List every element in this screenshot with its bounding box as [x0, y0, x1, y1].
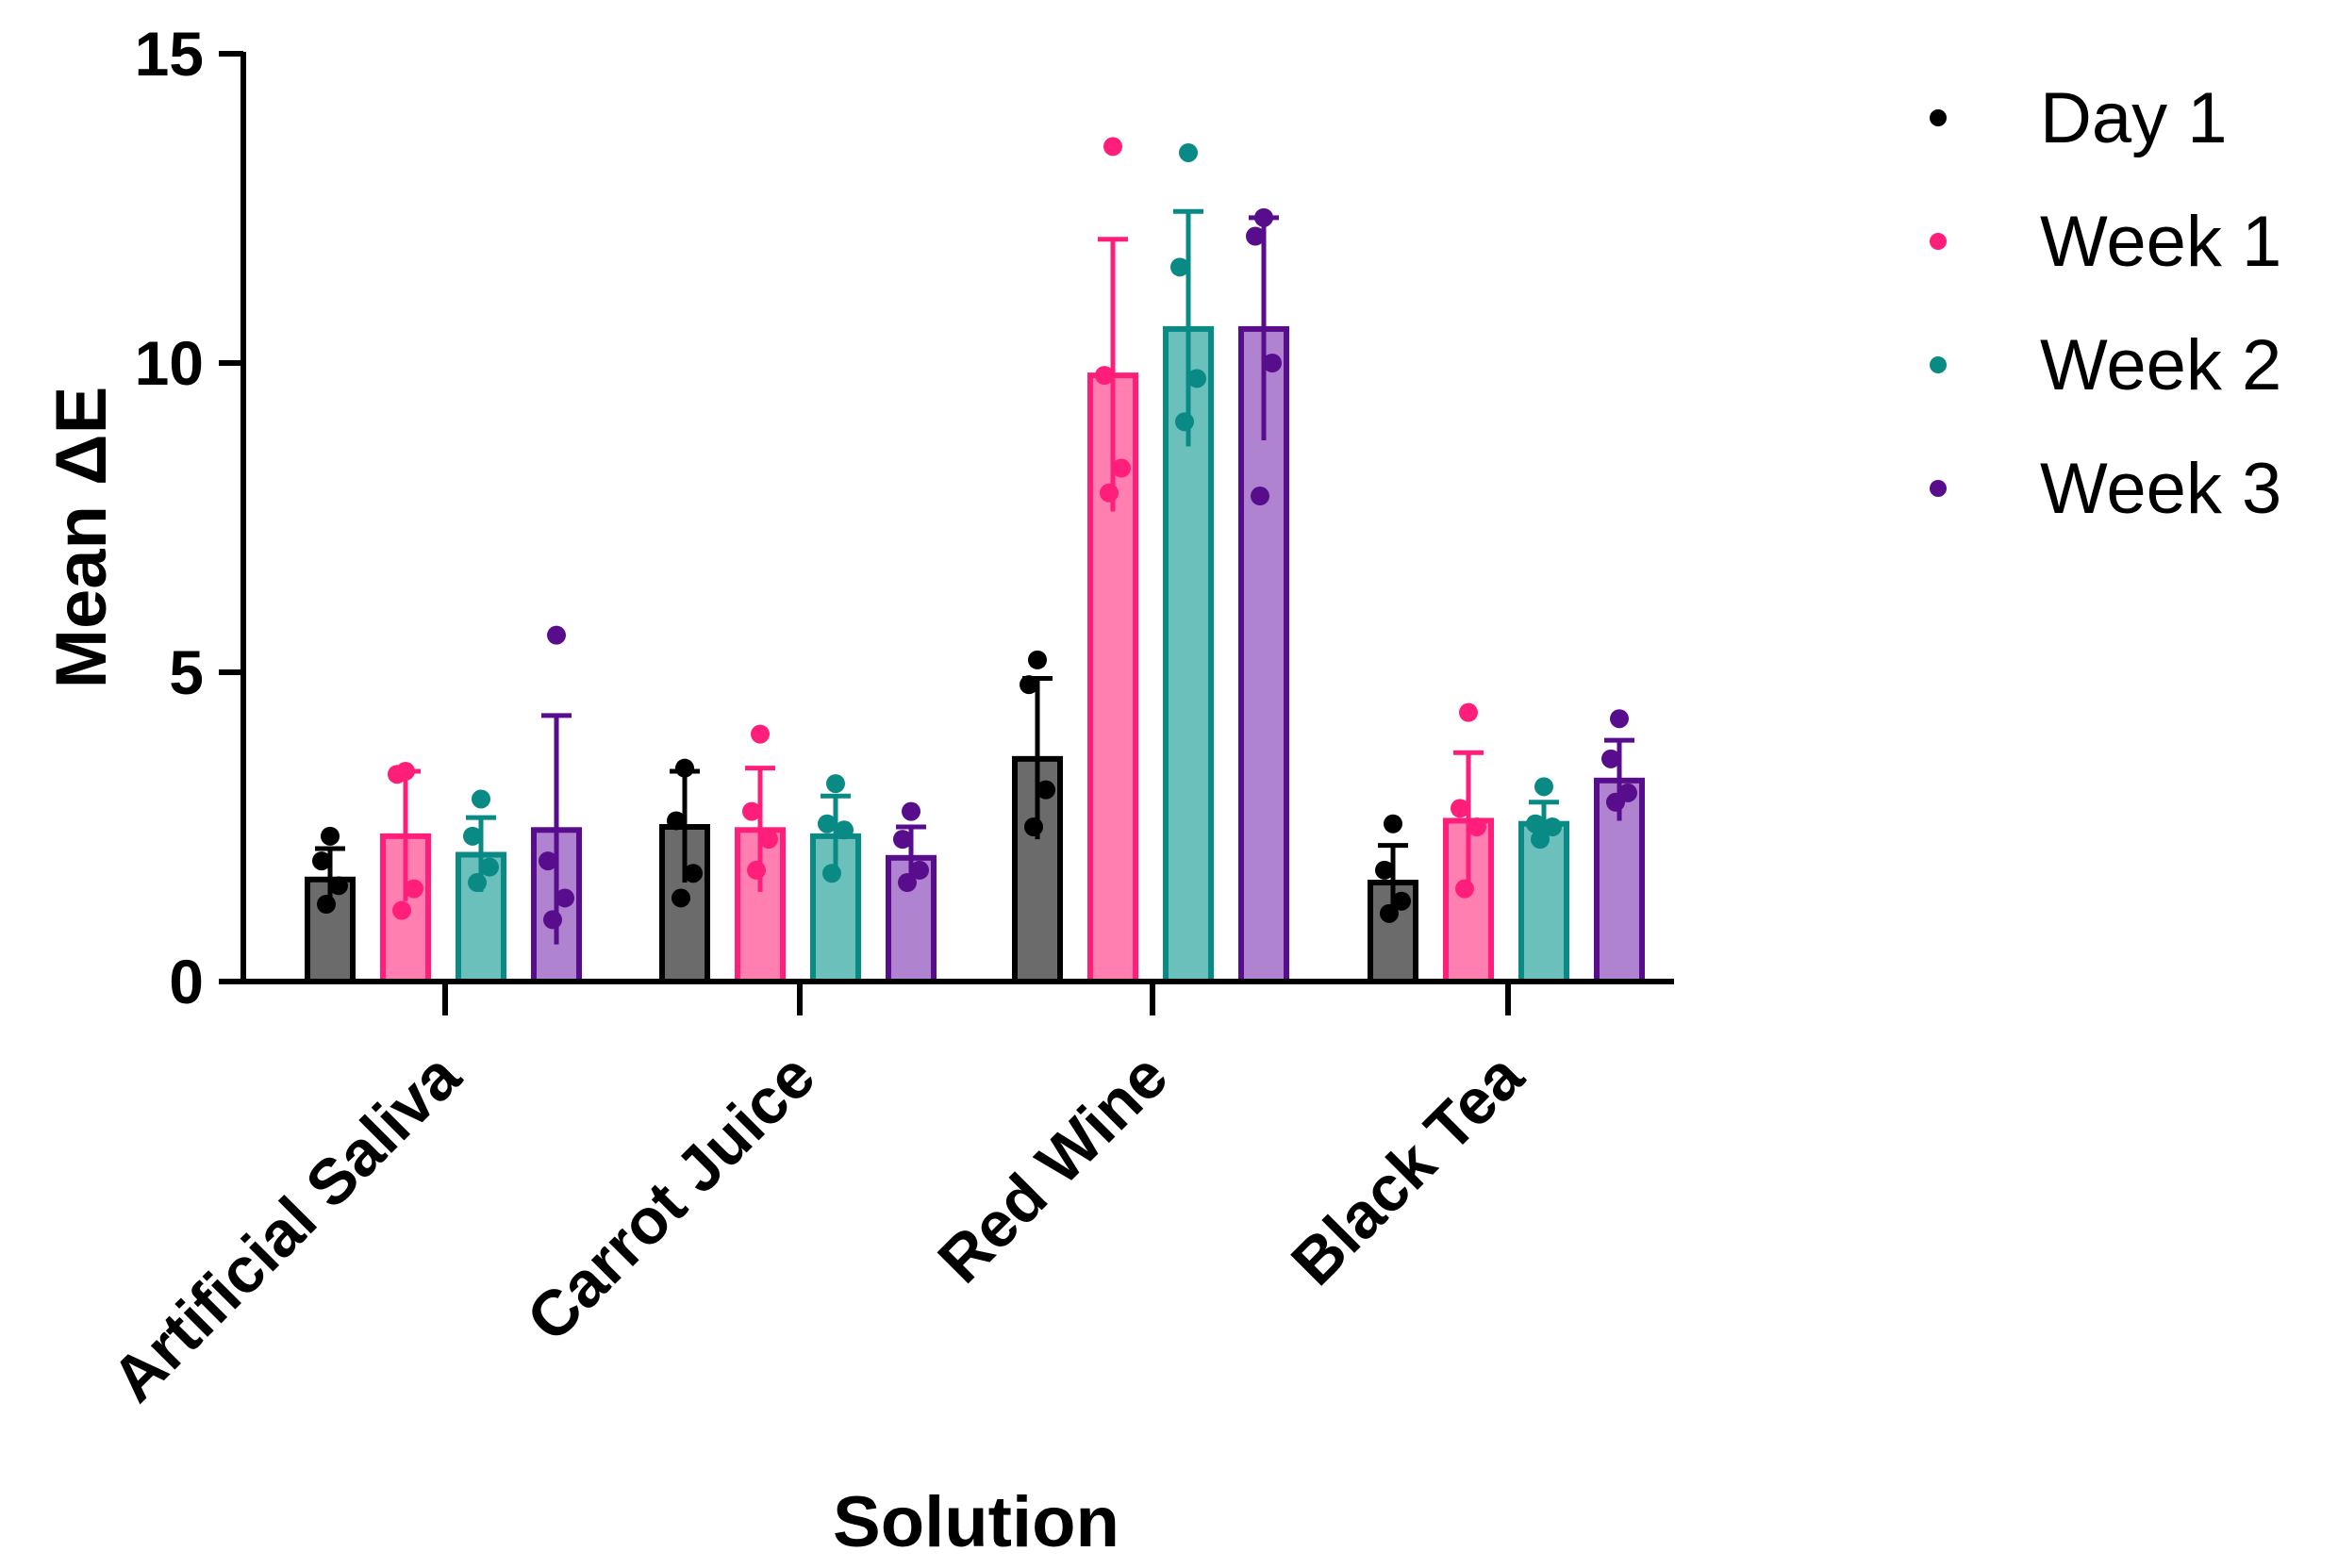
point-week-1-black-tea-3	[1467, 817, 1486, 836]
point-week-3-carrot-juice-4	[898, 873, 917, 893]
point-week-3-artificial-saliva-1	[547, 625, 566, 645]
point-week-1-black-tea-2	[1451, 799, 1469, 818]
point-week-2-artificial-saliva-3	[480, 857, 499, 877]
point-week-1-carrot-juice-2	[742, 801, 761, 821]
point-week-3-black-tea-1	[1610, 709, 1629, 729]
point-day-1-artificial-saliva-3	[329, 876, 348, 896]
y-tick-label-15: 15	[135, 19, 204, 89]
axes-layer: 0 5 10 15 Artificial Saliva Carrot Juice Red W…	[98, 19, 1674, 1415]
x-tick-label-artificial-saliva: Artificial Saliva	[98, 1039, 474, 1415]
point-week-1-black-tea-1	[1459, 702, 1478, 722]
point-week-3-carrot-juice-2	[893, 830, 912, 850]
point-week-1-carrot-juice-4	[747, 860, 766, 880]
point-week-3-red-wine-3	[1263, 354, 1282, 372]
point-week-3-artificial-saliva-4	[543, 910, 562, 930]
point-day-1-red-wine-4	[1024, 817, 1043, 836]
point-week-3-black-tea-4	[1606, 792, 1625, 812]
y-axis-title: Mean ΔE	[41, 387, 122, 689]
point-day-1-carrot-juice-4	[672, 888, 690, 908]
legend-marker-week-3	[1930, 480, 1947, 497]
x-tick-label-black-tea: Black Tea	[1278, 1039, 1538, 1299]
point-week-1-artificial-saliva-3	[405, 879, 423, 899]
point-day-1-red-wine-2	[1020, 675, 1038, 695]
point-day-1-carrot-juice-1	[675, 758, 694, 778]
point-week-3-artificial-saliva-3	[555, 888, 574, 908]
point-week-2-red-wine-1	[1179, 142, 1198, 162]
legend: Day 1 Week 1 Week 2 Week 3	[1930, 78, 2281, 529]
legend-marker-week-2	[1930, 356, 1947, 373]
point-week-1-black-tea-4	[1455, 879, 1474, 899]
x-tick-label-carrot-juice: Carrot Juice	[513, 1040, 828, 1355]
point-week-1-red-wine-3	[1112, 458, 1131, 478]
point-week-1-red-wine-1	[1103, 137, 1122, 157]
point-week-2-carrot-juice-2	[818, 814, 837, 834]
point-week-1-red-wine-2	[1095, 366, 1114, 386]
point-week-2-artificial-saliva-2	[463, 826, 482, 846]
point-day-1-black-tea-2	[1375, 860, 1394, 880]
point-day-1-red-wine-1	[1028, 650, 1047, 669]
point-week-2-carrot-juice-4	[822, 864, 841, 883]
x-axis-title: Solution	[833, 1482, 1119, 1562]
point-week-3-artificial-saliva-2	[539, 851, 557, 871]
point-week-2-carrot-juice-1	[826, 774, 845, 794]
point-day-1-carrot-juice-3	[684, 864, 703, 883]
y-tick-label-10: 10	[135, 328, 204, 398]
point-week-2-black-tea-1	[1534, 777, 1553, 797]
point-week-2-red-wine-2	[1170, 257, 1189, 277]
point-week-1-red-wine-4	[1100, 483, 1119, 503]
point-day-1-artificial-saliva-2	[312, 851, 331, 871]
point-week-3-carrot-juice-3	[910, 860, 929, 880]
legend-marker-week-1	[1930, 233, 1947, 250]
point-week-3-red-wine-4	[1251, 487, 1269, 506]
bar-week-2-black-tea	[1518, 820, 1569, 984]
point-day-1-artificial-saliva-4	[317, 895, 336, 914]
point-week-3-carrot-juice-1	[902, 801, 920, 821]
point-week-2-black-tea-2	[1526, 814, 1545, 834]
legend-label-week-1: Week 1	[2040, 202, 2281, 282]
legend-label-week-3: Week 3	[2040, 449, 2281, 529]
points-layer	[312, 137, 1637, 930]
point-day-1-red-wine-3	[1036, 780, 1055, 800]
point-week-2-artificial-saliva-1	[472, 789, 490, 809]
x-tick-label-red-wine: Red Wine	[924, 1040, 1181, 1296]
point-day-1-black-tea-1	[1384, 814, 1402, 834]
point-week-2-artificial-saliva-4	[468, 873, 487, 893]
point-day-1-black-tea-3	[1392, 891, 1411, 911]
point-week-1-artificial-saliva-4	[392, 900, 411, 920]
point-day-1-black-tea-4	[1380, 903, 1399, 923]
bars-layer	[305, 208, 1645, 985]
point-week-2-black-tea-3	[1543, 817, 1562, 836]
point-week-2-carrot-juice-3	[835, 820, 854, 840]
point-week-2-red-wine-3	[1187, 369, 1206, 388]
y-tick-label-0: 0	[169, 947, 204, 1016]
point-day-1-carrot-juice-2	[667, 811, 686, 831]
legend-label-day-1: Day 1	[2040, 78, 2228, 158]
legend-label-week-2: Week 2	[2040, 325, 2281, 405]
point-day-1-artificial-saliva-1	[321, 826, 340, 846]
point-week-1-carrot-juice-3	[759, 830, 778, 850]
point-week-3-red-wine-2	[1246, 226, 1265, 246]
legend-marker-day-1	[1930, 109, 1947, 126]
point-week-2-black-tea-4	[1531, 830, 1550, 850]
y-tick-label-5: 5	[169, 637, 204, 707]
point-week-1-carrot-juice-1	[751, 724, 770, 744]
point-week-1-artificial-saliva-2	[388, 765, 406, 784]
point-week-3-black-tea-2	[1601, 749, 1620, 768]
point-week-3-red-wine-1	[1254, 207, 1273, 227]
point-week-2-red-wine-4	[1175, 412, 1194, 432]
